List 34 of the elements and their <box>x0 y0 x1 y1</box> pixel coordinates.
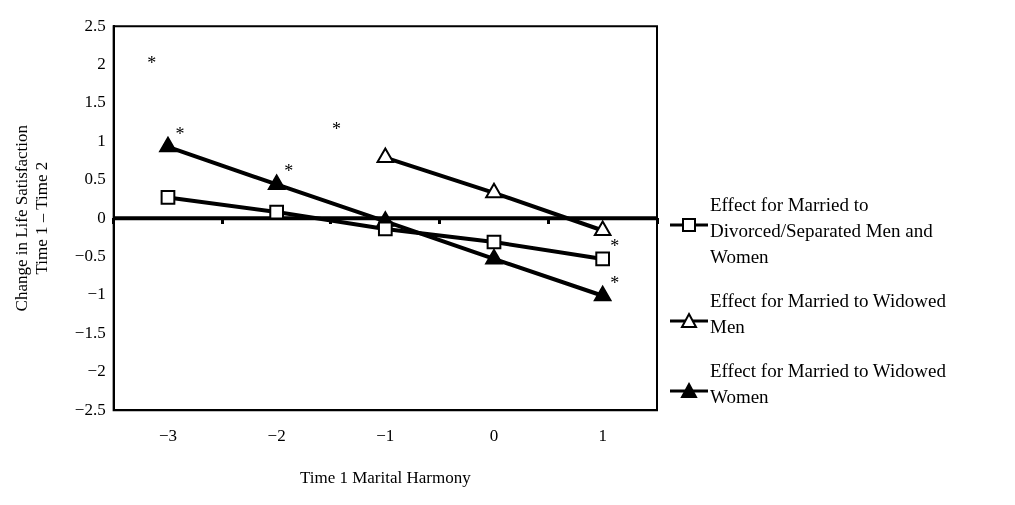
y-tick-label: −2 <box>87 361 106 381</box>
point <box>376 147 395 164</box>
point <box>593 285 612 302</box>
y-tick-label: 0.5 <box>84 169 106 189</box>
legend-label: Effect for Married to Widowed Men <box>710 288 947 339</box>
y-tick-label: −0.5 <box>74 246 106 266</box>
x-axis-title: Time 1 Marital Harmony <box>299 468 472 488</box>
x-tick-label: 0 <box>489 425 499 445</box>
y-axis-title: Change in Life Satisfaction Time 1 – Time 2 <box>11 124 52 312</box>
y-tick-label: 2 <box>97 54 106 74</box>
legend-label: Effect for Married to Widowed Women <box>710 358 947 409</box>
annotation: * <box>284 161 294 182</box>
y-tick-label: 2.5 <box>84 15 106 35</box>
y-tick-label: −2.5 <box>74 399 106 419</box>
point <box>485 248 503 265</box>
x-tick-label: −3 <box>158 425 178 445</box>
y-tick-label: −1 <box>87 284 106 304</box>
point <box>267 174 286 190</box>
annotation: * <box>610 272 620 293</box>
annotation: * <box>175 123 185 144</box>
x-tick-label: 1 <box>598 425 607 445</box>
point <box>485 182 503 199</box>
point <box>593 220 612 236</box>
y-tick-label: 0 <box>97 207 106 227</box>
y-tick-label: 1 <box>97 130 106 150</box>
y-tick-label: 1.5 <box>84 92 106 112</box>
y-tick-label: −1.5 <box>74 322 106 342</box>
annotation: * <box>610 235 620 256</box>
x-tick-label: −2 <box>267 425 286 445</box>
annotation: * <box>147 53 157 74</box>
annotation: * <box>331 118 341 139</box>
x-tick-label: −1 <box>376 425 395 445</box>
point <box>159 136 177 153</box>
legend-label: Effect for Married to Divorced/Separated Men and Women <box>710 192 934 269</box>
